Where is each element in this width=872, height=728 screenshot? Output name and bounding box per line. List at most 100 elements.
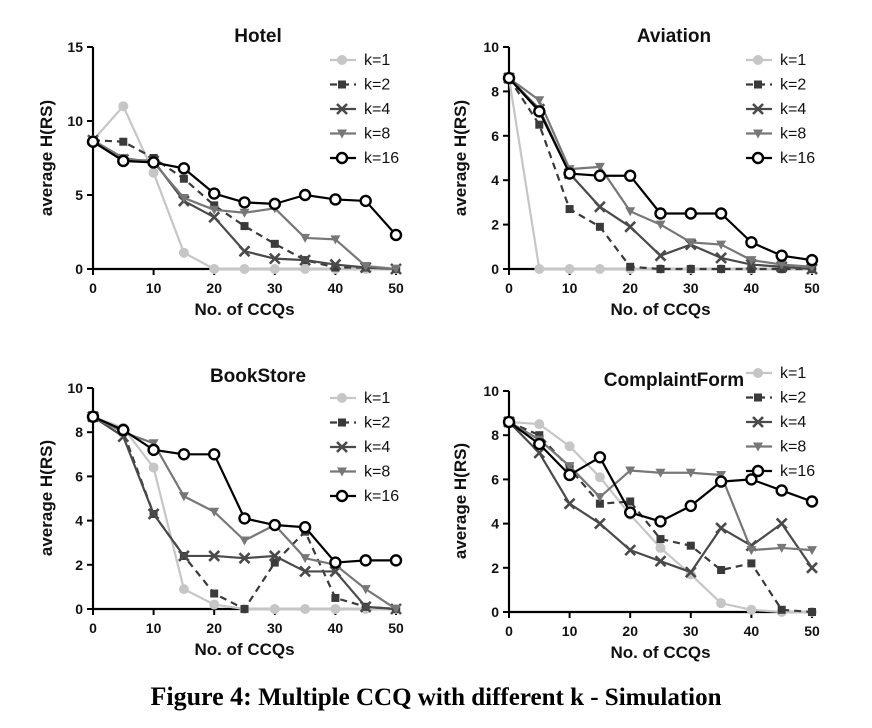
data-point [239, 264, 250, 274]
data-point-stroke-b [624, 544, 637, 557]
x-tick-label: 20 [206, 620, 222, 636]
data-point [564, 462, 575, 472]
data-point [239, 536, 250, 546]
series-k1 [504, 73, 817, 274]
data-point [331, 263, 340, 272]
x-tick-label: 10 [146, 620, 162, 636]
data-point [270, 558, 279, 567]
data-point [329, 258, 342, 271]
legend-marker [751, 151, 765, 165]
data-point [654, 249, 667, 262]
x-tick-label: 50 [804, 623, 820, 639]
data-point [208, 211, 221, 224]
y-tick-label: 2 [491, 217, 499, 233]
legend-label: k=16 [780, 150, 815, 167]
legend-label: k=16 [364, 488, 399, 505]
data-point [389, 228, 403, 242]
x-tick-label: 30 [267, 280, 283, 296]
data-point [208, 550, 221, 562]
data-point [654, 515, 667, 528]
data-point [714, 475, 728, 488]
series-line [508, 77, 813, 271]
chart-panel-1: 0 5 10 15 0 10 20 30 40 50 Hotel No. of CCQs average… [37, 26, 404, 319]
data-point-stroke-b [563, 497, 576, 510]
legend-marker [753, 442, 763, 452]
y-tick-label: 2 [491, 560, 499, 576]
data-point [685, 238, 696, 248]
series-k1 [88, 101, 401, 274]
series-k4 [503, 416, 818, 579]
data-point-stroke-b [299, 565, 312, 578]
y-tick-label: 0 [491, 604, 499, 620]
data-point [745, 236, 758, 249]
data-point [624, 506, 637, 519]
data-point [593, 169, 607, 182]
legend-marker [338, 80, 346, 89]
x-tick-label: 0 [505, 280, 513, 296]
data-point [86, 135, 100, 148]
data-point [117, 423, 130, 437]
data-point-stroke-b [533, 446, 546, 459]
data-point [270, 239, 279, 248]
x-tick-label: 10 [562, 280, 578, 296]
data-point [300, 233, 311, 243]
chart-title: BookStore [210, 366, 306, 387]
legend-label: k=1 [780, 52, 806, 69]
x-axis-label: No. of CCQs [610, 643, 710, 662]
data-point [178, 492, 189, 502]
legend-marker [754, 393, 762, 402]
data-point [209, 599, 220, 610]
y-tick-label: 5 [75, 187, 83, 203]
data-point [655, 220, 666, 230]
data-point [685, 468, 696, 478]
data-point [806, 561, 818, 574]
data-point [209, 205, 220, 215]
data-point [533, 105, 546, 118]
series-line [92, 105, 396, 271]
data-point [240, 222, 249, 231]
data-point [148, 462, 159, 473]
data-point [300, 604, 311, 614]
data-point [717, 566, 726, 575]
data-point [238, 196, 251, 209]
legend-label: k=2 [780, 77, 806, 94]
legend-label: k=4 [780, 101, 806, 118]
data-point-stroke-b [775, 517, 788, 530]
data-point-stroke-b [593, 517, 606, 530]
data-point [625, 466, 636, 476]
data-point [238, 512, 251, 525]
data-point [177, 550, 190, 562]
data-point [595, 222, 604, 231]
legend-marker [335, 151, 349, 165]
y-tick-label: 4 [491, 172, 499, 188]
data-point [117, 154, 130, 168]
data-point-stroke-b [147, 508, 160, 520]
legend-marker [337, 129, 347, 139]
chart-panel-3: 0 2 4 6 8 10 0 10 20 30 40 50 BookStore No. of CCQs av… [37, 366, 404, 659]
chart-title: ComplaintForm [604, 370, 744, 391]
legend-marker-stroke-b [336, 103, 348, 115]
data-point [808, 608, 816, 616]
data-point [746, 546, 757, 556]
data-point [717, 265, 726, 273]
data-point [594, 162, 605, 172]
legend-label: k=1 [780, 365, 806, 382]
legend: k=1 k=2 k=4 k=8 k=16 [746, 52, 815, 167]
data-point [238, 552, 251, 565]
legend-marker [338, 418, 346, 427]
data-point-stroke-b [238, 552, 251, 565]
data-point [564, 441, 575, 452]
data-point-stroke-b [238, 245, 251, 258]
y-tick-label: 10 [483, 383, 499, 399]
legend-label: k=4 [364, 439, 390, 456]
legend-marker [335, 489, 349, 503]
data-point [656, 265, 665, 273]
data-point-stroke-b [654, 249, 667, 262]
data-point [593, 517, 606, 530]
data-point [564, 264, 575, 274]
data-point-stroke-b [684, 566, 697, 579]
data-point [269, 604, 280, 614]
legend: k=1 k=2 k=4 k=8 k=16 [746, 365, 815, 480]
data-point [807, 546, 817, 556]
data-point [746, 256, 757, 266]
